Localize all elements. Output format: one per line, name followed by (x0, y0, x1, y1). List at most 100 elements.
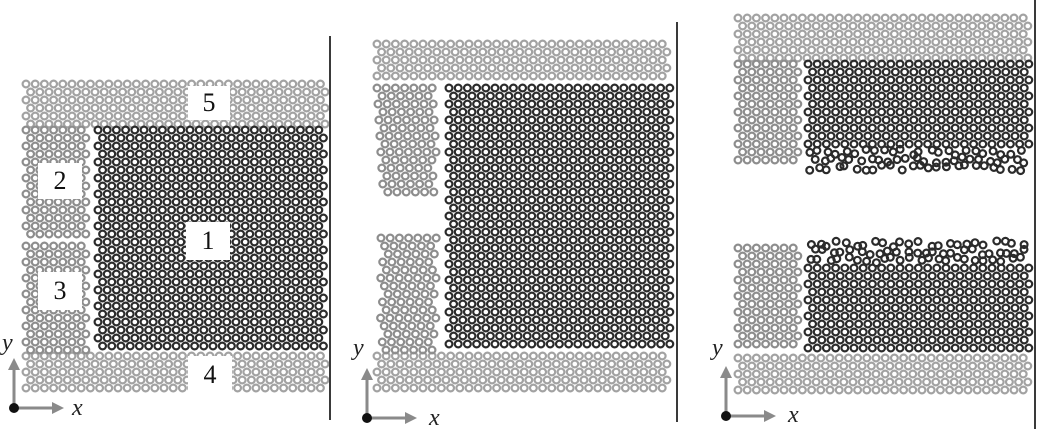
particle (623, 267, 633, 277)
particle (605, 155, 615, 165)
particle (605, 331, 615, 341)
particle (81, 329, 91, 339)
particle (634, 375, 644, 385)
particle (162, 181, 172, 191)
particle (611, 39, 621, 49)
particle (628, 211, 638, 221)
particle (862, 385, 872, 395)
particle (436, 71, 446, 81)
particle (58, 111, 68, 121)
particle (177, 111, 187, 121)
particle (853, 369, 863, 379)
particle (554, 275, 564, 285)
particle (245, 165, 255, 175)
particle (973, 115, 983, 125)
particle (418, 155, 428, 165)
particle (495, 235, 505, 245)
particle (1008, 253, 1018, 263)
particle (1010, 115, 1020, 125)
particle (504, 283, 514, 293)
particle (637, 115, 647, 125)
particle (656, 131, 666, 141)
particle (876, 377, 886, 387)
particle (830, 37, 840, 47)
particle (738, 299, 748, 309)
particle (633, 283, 643, 293)
particle (394, 273, 404, 283)
particle (545, 163, 555, 173)
particle (408, 139, 418, 149)
particle (918, 303, 928, 313)
particle (605, 171, 615, 181)
particle (579, 47, 589, 57)
particle (751, 339, 761, 349)
particle (831, 279, 841, 289)
particle (665, 307, 675, 317)
particle (788, 307, 798, 317)
particle (797, 45, 807, 55)
particle (913, 248, 923, 258)
particle (774, 251, 784, 261)
particle (372, 383, 382, 393)
particle (1010, 319, 1020, 329)
particle (1005, 279, 1015, 289)
particle (885, 377, 895, 387)
particle (85, 79, 95, 89)
particle (300, 229, 310, 239)
particle (171, 325, 181, 335)
particle (619, 339, 629, 349)
particle (527, 115, 537, 125)
particle (453, 179, 463, 189)
particle (436, 39, 446, 49)
particle (499, 291, 509, 301)
particle (660, 171, 670, 181)
particle (587, 251, 597, 261)
particle (53, 149, 63, 159)
particle (527, 195, 537, 205)
particle (39, 111, 49, 121)
particle (145, 375, 155, 385)
particle (779, 59, 789, 69)
particle (623, 171, 633, 181)
particle (449, 331, 459, 341)
particle (1019, 271, 1029, 281)
particle (424, 257, 434, 267)
particle (1015, 311, 1025, 321)
particle (968, 21, 978, 31)
particle (545, 179, 555, 189)
particle (194, 157, 204, 167)
particle (162, 213, 172, 223)
particle (648, 351, 658, 361)
particle (531, 171, 541, 181)
particle (162, 261, 172, 271)
particle (400, 383, 410, 393)
particle (21, 273, 31, 283)
particle (259, 205, 269, 215)
particle (508, 291, 518, 301)
particle (395, 63, 405, 73)
particle (591, 227, 601, 237)
particle (913, 311, 923, 321)
particle (249, 285, 259, 295)
particle (779, 323, 789, 333)
particle (986, 37, 996, 47)
particle (941, 343, 951, 353)
particle (113, 383, 123, 393)
particle (263, 261, 273, 271)
particle (467, 155, 477, 165)
particle (396, 257, 406, 267)
particle (863, 115, 873, 125)
particle (784, 99, 794, 109)
particle (72, 103, 82, 113)
particle (153, 165, 163, 175)
particle (449, 187, 459, 197)
particle (931, 162, 941, 172)
particle (900, 271, 910, 281)
particle (372, 71, 382, 81)
particle (633, 187, 643, 197)
particle (834, 385, 844, 395)
particle (382, 99, 392, 109)
particle (148, 333, 158, 343)
particle (917, 29, 927, 39)
particle (288, 383, 298, 393)
